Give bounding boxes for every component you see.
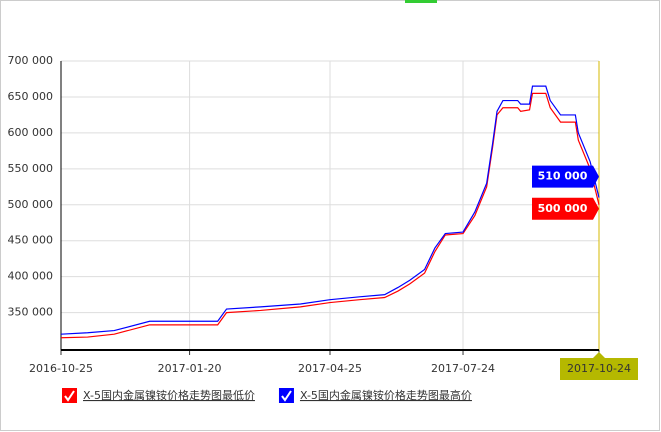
y-tick-label: 450 000 [8,234,54,247]
value-label: 510 000 [538,170,588,183]
x-tick-label: 2017-07-24 [431,362,495,375]
x-tick-label: 2017-04-25 [298,362,362,375]
legend-check [281,390,292,402]
legend-checkbox[interactable] [62,388,77,403]
value-label-box [532,197,599,220]
x-tick-label: 2017-01-20 [158,362,222,375]
series-line [60,92,600,339]
x-tick-label: 2016-10-25 [29,362,93,375]
y-tick-label: 400 000 [8,270,54,283]
legend-check [64,390,75,402]
top-tab [405,0,437,3]
legend-label: X-5国内金属镍铵价格走势图最高价 [300,388,472,402]
y-tick-label: 500 000 [8,198,54,211]
x-pointer-box [560,358,638,380]
legend-label: X-5国内金属镍铵价格走势图最低价 [83,388,255,402]
value-label: 500 000 [538,202,588,215]
y-tick-label: 650 000 [8,90,54,103]
y-tick-label: 700 000 [8,54,54,67]
value-label-box [532,165,599,188]
y-tick-label: 350 000 [8,306,54,319]
series-line [60,85,600,335]
y-tick-label: 550 000 [8,162,54,175]
y-tick-label: 600 000 [8,126,54,139]
x-tick-label: 2017-10-24 [567,362,631,375]
legend-checkbox[interactable] [278,388,294,403]
legend-item[interactable]: X-5国内金属镍铵价格走势图最低价 [62,388,255,403]
legend-item[interactable]: X-5国内金属镍铵价格走势图最高价 [278,388,472,403]
x-pointer-arrow [593,352,605,358]
